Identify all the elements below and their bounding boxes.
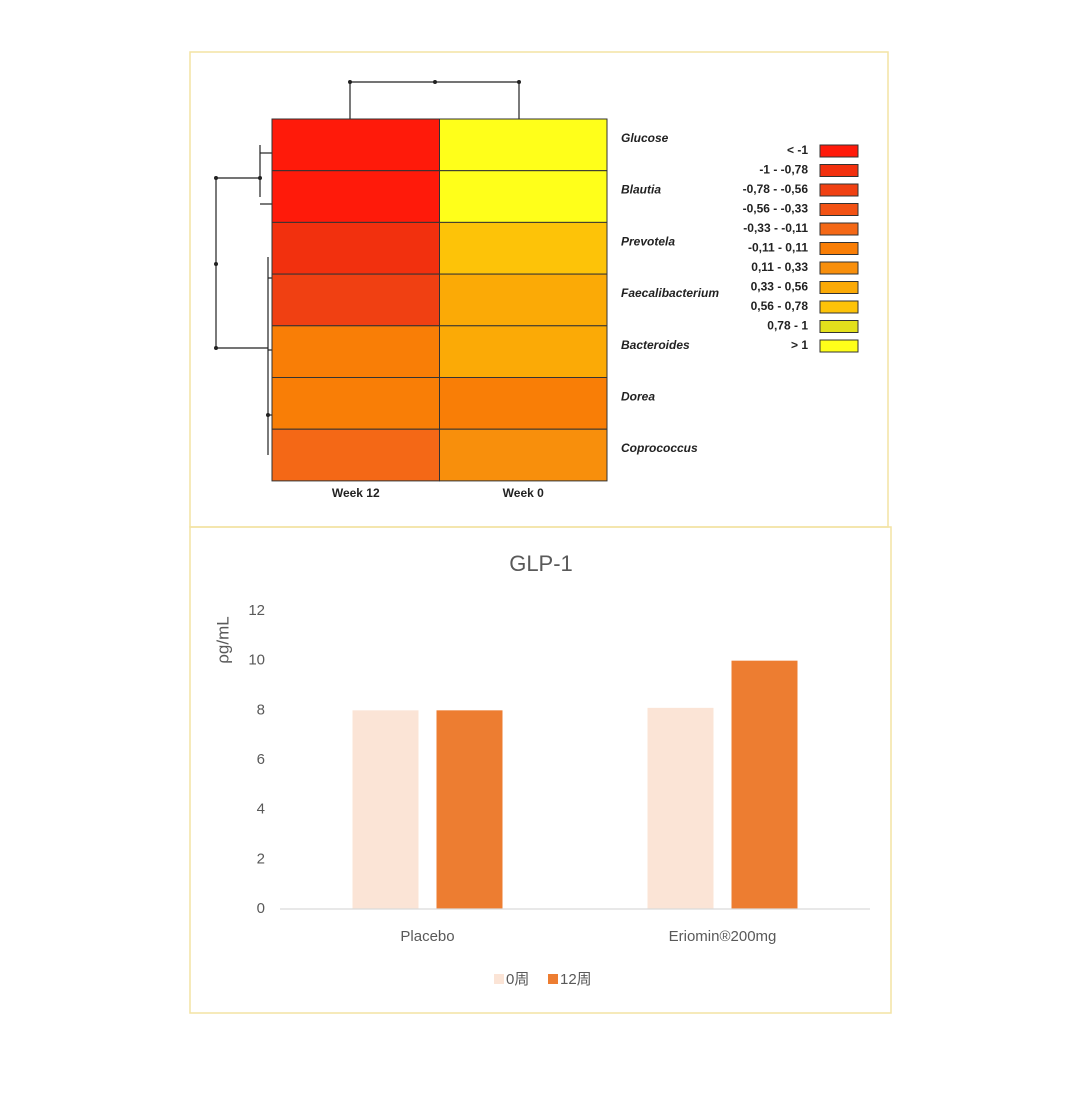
legend-swatch <box>548 974 558 984</box>
heatmap-cell <box>439 377 608 430</box>
row-label: Dorea <box>621 390 655 404</box>
bar-panel <box>189 526 892 1014</box>
legend-swatch <box>819 183 859 197</box>
heatmap-cell <box>271 325 440 378</box>
legend-label: 0,78 - 1 <box>767 319 808 333</box>
legend-label: 0,33 - 0,56 <box>751 280 809 294</box>
heatmap-cell <box>271 428 440 482</box>
bar <box>731 660 798 909</box>
legend-label: 0,11 - 0,33 <box>751 260 808 274</box>
heatmap-cell <box>271 170 440 223</box>
row-label: Prevotela <box>621 234 675 248</box>
legend-swatch <box>819 222 859 236</box>
column-label: Week 12 <box>332 486 380 500</box>
legend-label: 12周 <box>560 971 592 988</box>
y-tick-label: 10 <box>248 652 265 669</box>
legend-label: -0,78 - -0,56 <box>743 182 809 196</box>
row-label: Faecalibacterium <box>621 286 719 300</box>
legend-label: 0周 <box>506 971 529 988</box>
x-tick-label: Placebo <box>400 928 454 945</box>
legend-label: 0,56 - 0,78 <box>751 299 809 313</box>
heatmap-cell <box>439 118 608 172</box>
row-label: Blautia <box>621 183 661 197</box>
heatmap-cell <box>439 325 608 378</box>
heatmap-cell <box>271 221 440 275</box>
legend-label: -1 - -0,78 <box>759 163 808 177</box>
heatmap: Glucose Blautia Prevotela Faecalibacterium B… <box>214 80 859 500</box>
legend-swatch <box>819 281 859 294</box>
legend-label: -0,33 - -0,11 <box>743 221 808 235</box>
heatmap-cell <box>439 170 608 223</box>
dendrogram-nodes <box>214 80 521 417</box>
y-tick-label: 2 <box>257 850 265 867</box>
chart-title: GLP-1 <box>509 551 573 576</box>
row-label: Coprococcus <box>621 441 698 455</box>
y-tick-label: 0 <box>257 900 265 917</box>
legend-swatch <box>819 242 859 255</box>
legend-swatch <box>494 974 504 984</box>
heatmap-cell <box>271 118 440 172</box>
bar <box>352 710 419 909</box>
y-tick-label: 12 <box>248 602 265 619</box>
heatmap-cell <box>439 273 608 327</box>
heatmap-cell <box>439 221 608 275</box>
bar <box>436 710 503 909</box>
row-label: Bacteroides <box>621 338 690 352</box>
legend-swatch <box>819 339 859 353</box>
bar-chart: GLP-1 ρg/mL 0 2 4 6 8 10 12 Placebo Eriomin®200mg 0… <box>213 551 870 988</box>
heatmap-cell <box>439 428 608 482</box>
bar <box>647 707 714 909</box>
heatmap-cell <box>271 273 440 327</box>
legend-label: < -1 <box>787 143 808 157</box>
legend-swatch <box>819 203 859 216</box>
column-label: Week 0 <box>503 486 544 500</box>
y-tick-label: 4 <box>257 801 265 818</box>
legend-label: > 1 <box>791 338 808 352</box>
y-axis-label: ρg/mL <box>213 616 232 663</box>
legend-swatch <box>819 320 859 333</box>
row-label: Glucose <box>621 131 669 145</box>
legend-swatch <box>819 164 859 177</box>
legend-swatch <box>819 300 859 314</box>
legend-swatch <box>819 261 859 275</box>
legend-label: -0,56 - -0,33 <box>743 202 809 216</box>
legend-swatch <box>819 144 859 158</box>
y-tick-label: 6 <box>257 751 265 768</box>
heatmap-cell <box>271 377 440 430</box>
x-tick-label: Eriomin®200mg <box>669 928 777 945</box>
y-tick-label: 8 <box>257 701 265 718</box>
legend-label: -0,11 - 0,11 <box>748 241 808 255</box>
